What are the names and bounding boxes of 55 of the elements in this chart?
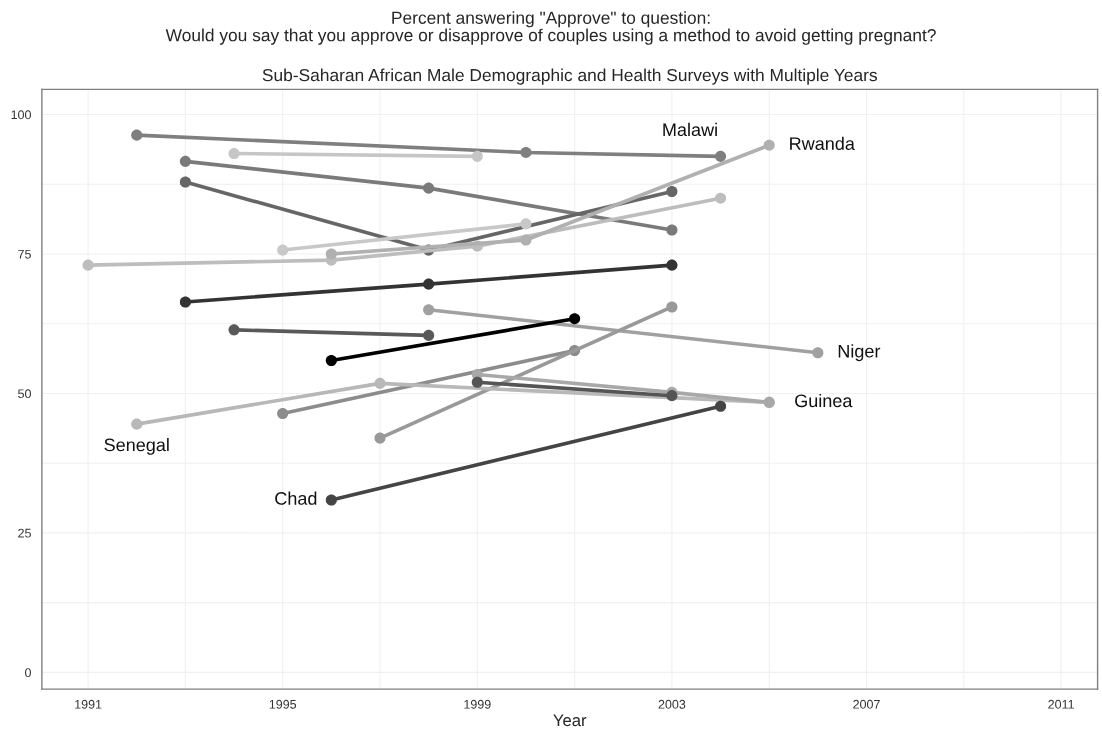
annotation: Guinea	[795, 393, 853, 408]
point	[714, 150, 727, 162]
point	[325, 248, 337, 260]
point	[228, 324, 240, 336]
point	[131, 418, 143, 430]
x-tick-label: 1999	[464, 699, 491, 709]
annotation: Rwanda	[790, 136, 855, 151]
annotation: Niger	[838, 344, 881, 362]
y-tick-label: 75	[18, 249, 31, 259]
x-tick-label: 1991	[75, 699, 102, 709]
point	[277, 407, 289, 420]
y-tick-label: 25	[18, 528, 31, 538]
point	[666, 390, 678, 402]
annotation: Senegal	[104, 438, 169, 455]
point	[714, 192, 727, 204]
point	[179, 176, 191, 188]
point	[131, 129, 143, 141]
point	[325, 494, 337, 506]
x-tick-label: 1995	[269, 699, 297, 709]
point	[520, 218, 532, 230]
point	[471, 150, 483, 162]
point	[423, 329, 435, 341]
point	[179, 155, 191, 167]
point	[82, 259, 94, 271]
chart-subtitle: Sub-Saharan African Male Demographic and Health Surveys with Multiple Years	[262, 68, 877, 85]
point	[179, 296, 191, 308]
point	[423, 278, 435, 290]
y-tick-label: 100	[11, 110, 31, 120]
point	[520, 146, 532, 158]
point	[374, 432, 386, 444]
point	[228, 148, 240, 160]
annotation: Malawi	[663, 122, 717, 137]
point	[325, 354, 337, 367]
chart-title: Percent answering "Approve" to question: Would you say that you approve or disapprove of couples using a method to avoid getting pregnant?	[165, 11, 936, 45]
point	[714, 400, 727, 412]
point	[812, 347, 824, 359]
point	[666, 301, 678, 313]
point	[374, 377, 386, 389]
point	[666, 224, 678, 236]
point	[423, 182, 435, 194]
point	[666, 259, 678, 271]
point	[277, 244, 289, 256]
point	[569, 313, 581, 325]
point	[423, 304, 435, 316]
point	[471, 376, 483, 388]
x-tick-label: 2003	[658, 699, 686, 709]
x-axis-title: Year	[553, 714, 587, 727]
point	[520, 234, 532, 246]
point	[666, 185, 678, 198]
annotation: Chad	[275, 491, 317, 505]
x-tick-label: 2011	[1048, 699, 1074, 709]
x-tick-label: 2007	[853, 699, 880, 709]
y-tick-label: 50	[18, 389, 31, 399]
point	[763, 139, 775, 151]
y-tick-label: 0	[25, 668, 31, 678]
